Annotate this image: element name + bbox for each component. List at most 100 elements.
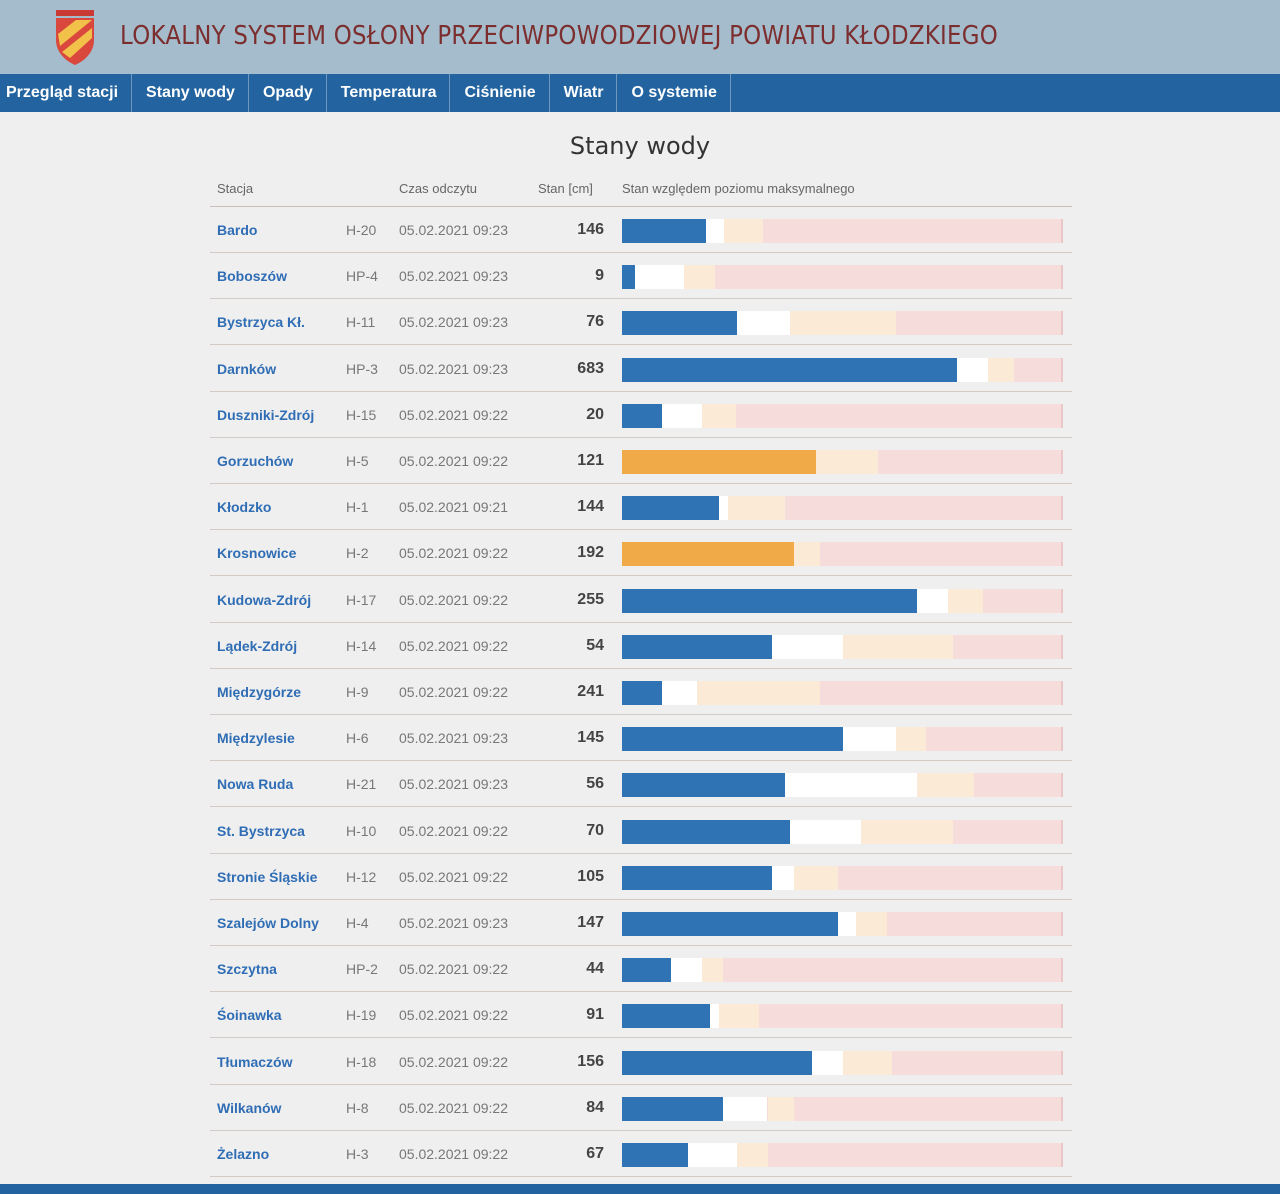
- station-link[interactable]: Kudowa-Zdrój: [217, 591, 312, 608]
- reading-time: 05.02.2021 09:23: [399, 776, 508, 793]
- level-bar-white-zone: [772, 865, 794, 890]
- reading-time: 05.02.2021 09:22: [399, 591, 508, 608]
- table-row: Duszniki-Zdrój H-15 05.02.2021 09:22 20: [210, 392, 1072, 438]
- level-bar-cream-zone: [701, 403, 736, 428]
- station-code: H-18: [346, 1053, 377, 1070]
- nav-temperature[interactable]: Temperatura: [327, 74, 451, 112]
- level-bar-cream-zone: [737, 1143, 768, 1167]
- station-code: H-21: [346, 776, 377, 793]
- water-level-value: 56: [586, 775, 604, 793]
- level-bar-white-zone: [772, 634, 843, 659]
- level-bar-fill: [622, 634, 772, 659]
- table-row: Bystrzyca Kł. H-11 05.02.2021 09:23 76: [210, 299, 1072, 346]
- water-level-value: 147: [577, 914, 604, 931]
- reading-time: 05.02.2021 09:23: [399, 360, 508, 377]
- header-station: Stacja: [217, 181, 254, 196]
- station-link[interactable]: Gorzuchów: [217, 453, 294, 469]
- nav-water-levels[interactable]: Stany wody: [132, 74, 249, 112]
- station-link[interactable]: Nowa Ruda: [217, 776, 294, 793]
- reading-time: 05.02.2021 09:22: [399, 1053, 508, 1070]
- station-link[interactable]: Śoinawka: [217, 1007, 282, 1024]
- water-level-value: 121: [577, 452, 604, 469]
- water-level-value: 241: [577, 683, 604, 700]
- reading-time: 05.02.2021 09:22: [399, 822, 508, 839]
- level-bar-white-zone: [710, 1004, 719, 1029]
- water-level-value: 70: [586, 821, 604, 839]
- level-bar-fill: [622, 450, 816, 474]
- reading-time: 05.02.2021 09:22: [399, 637, 508, 654]
- station-code: H-5: [346, 453, 369, 469]
- station-link[interactable]: Międzylesie: [217, 730, 295, 747]
- station-link[interactable]: Tłumaczów: [217, 1053, 293, 1070]
- level-bar-cream-zone: [988, 357, 1014, 382]
- station-link[interactable]: Szczytna: [217, 961, 277, 978]
- reading-time: 05.02.2021 09:22: [399, 406, 508, 423]
- table-row: Krosnowice H-2 05.02.2021 09:22 192: [210, 530, 1072, 577]
- station-link[interactable]: Lądek-Zdrój: [217, 637, 298, 654]
- station-link[interactable]: Kłodzko: [217, 499, 272, 516]
- level-bar-cream-zone: [816, 450, 878, 474]
- level-bar-white-zone: [688, 1143, 737, 1167]
- station-link[interactable]: Bystrzyca Kł.: [217, 314, 305, 331]
- reading-time: 05.02.2021 09:21: [399, 499, 508, 516]
- nav-station-overview[interactable]: Przegląd stacji: [0, 74, 133, 112]
- level-bar-cream-zone: [948, 588, 983, 613]
- station-code: HP-2: [346, 961, 378, 978]
- level-bar-fill: [622, 311, 737, 336]
- station-code: H-9: [346, 684, 369, 700]
- table-row: Żelazno H-3 05.02.2021 09:22 67: [210, 1131, 1072, 1177]
- water-level-value: 54: [586, 636, 604, 654]
- level-bar-fill: [622, 727, 843, 752]
- site-title: LOKALNY SYSTEM OSŁONY PRZECIWPOWODZIOWEJ…: [120, 21, 999, 51]
- nav-about[interactable]: O systemie: [617, 74, 731, 112]
- level-bar: [622, 727, 1063, 752]
- level-bar-white-zone: [662, 403, 702, 428]
- station-link[interactable]: Żelazno: [217, 1146, 270, 1162]
- level-bar-fill: [622, 496, 719, 521]
- page-title: Stany wody: [569, 132, 711, 160]
- shield-crest-icon[interactable]: [52, 8, 98, 66]
- level-bar-fill: [622, 1004, 710, 1029]
- water-level-value: 683: [577, 359, 604, 377]
- station-link[interactable]: St. Bystrzyca: [217, 822, 305, 839]
- header-level: Stan [cm]: [538, 181, 593, 196]
- station-link[interactable]: Szalejów Dolny: [217, 915, 319, 931]
- level-bar-cream-zone: [719, 1004, 759, 1029]
- water-level-value: 67: [586, 1145, 604, 1162]
- nav-wind[interactable]: Wiatr: [550, 74, 618, 112]
- station-link[interactable]: Wilkanów: [217, 1099, 282, 1116]
- level-bar-fill: [622, 219, 706, 243]
- table-row: Gorzuchów H-5 05.02.2021 09:22 121: [210, 438, 1072, 484]
- level-bar-white-zone: [671, 958, 702, 983]
- station-link[interactable]: Darnków: [217, 360, 277, 377]
- reading-time: 05.02.2021 09:22: [399, 684, 508, 700]
- station-link[interactable]: Stronie Śląskie: [217, 868, 318, 885]
- level-bar-white-zone: [838, 912, 856, 936]
- station-link[interactable]: Bardo: [217, 222, 258, 238]
- reading-time: 05.02.2021 09:22: [399, 868, 508, 885]
- station-code: H-12: [346, 868, 377, 885]
- level-bar: [622, 1096, 1063, 1121]
- level-bar: [622, 588, 1063, 613]
- station-code: H-2: [346, 545, 369, 562]
- level-bar-cream-zone: [843, 634, 953, 659]
- level-bar-white-zone: [917, 588, 948, 613]
- table-row: Śoinawka H-19 05.02.2021 09:22 91: [210, 992, 1072, 1039]
- level-bar-white-zone: [719, 496, 728, 521]
- level-bar-white-zone: [790, 819, 861, 844]
- station-code: HP-4: [346, 268, 378, 285]
- station-link[interactable]: Międzygórze: [217, 684, 302, 700]
- level-bar-cream-zone: [697, 681, 820, 705]
- reading-time: 05.02.2021 09:23: [399, 268, 508, 285]
- level-bar-fill: [622, 357, 957, 382]
- level-bar-white-zone: [635, 265, 684, 290]
- level-bar: [622, 403, 1063, 428]
- nav-precipitation[interactable]: Opady: [249, 74, 327, 112]
- table-row: Kłodzko H-1 05.02.2021 09:21 144: [210, 484, 1072, 531]
- nav-pressure[interactable]: Ciśnienie: [450, 74, 550, 112]
- main-nav: Przegląd stacji Stany wody Opady Tempera…: [0, 74, 1280, 112]
- water-level-value: 156: [577, 1052, 604, 1070]
- station-link[interactable]: Boboszów: [217, 268, 287, 285]
- station-link[interactable]: Duszniki-Zdrój: [217, 406, 315, 423]
- station-link[interactable]: Krosnowice: [217, 545, 297, 562]
